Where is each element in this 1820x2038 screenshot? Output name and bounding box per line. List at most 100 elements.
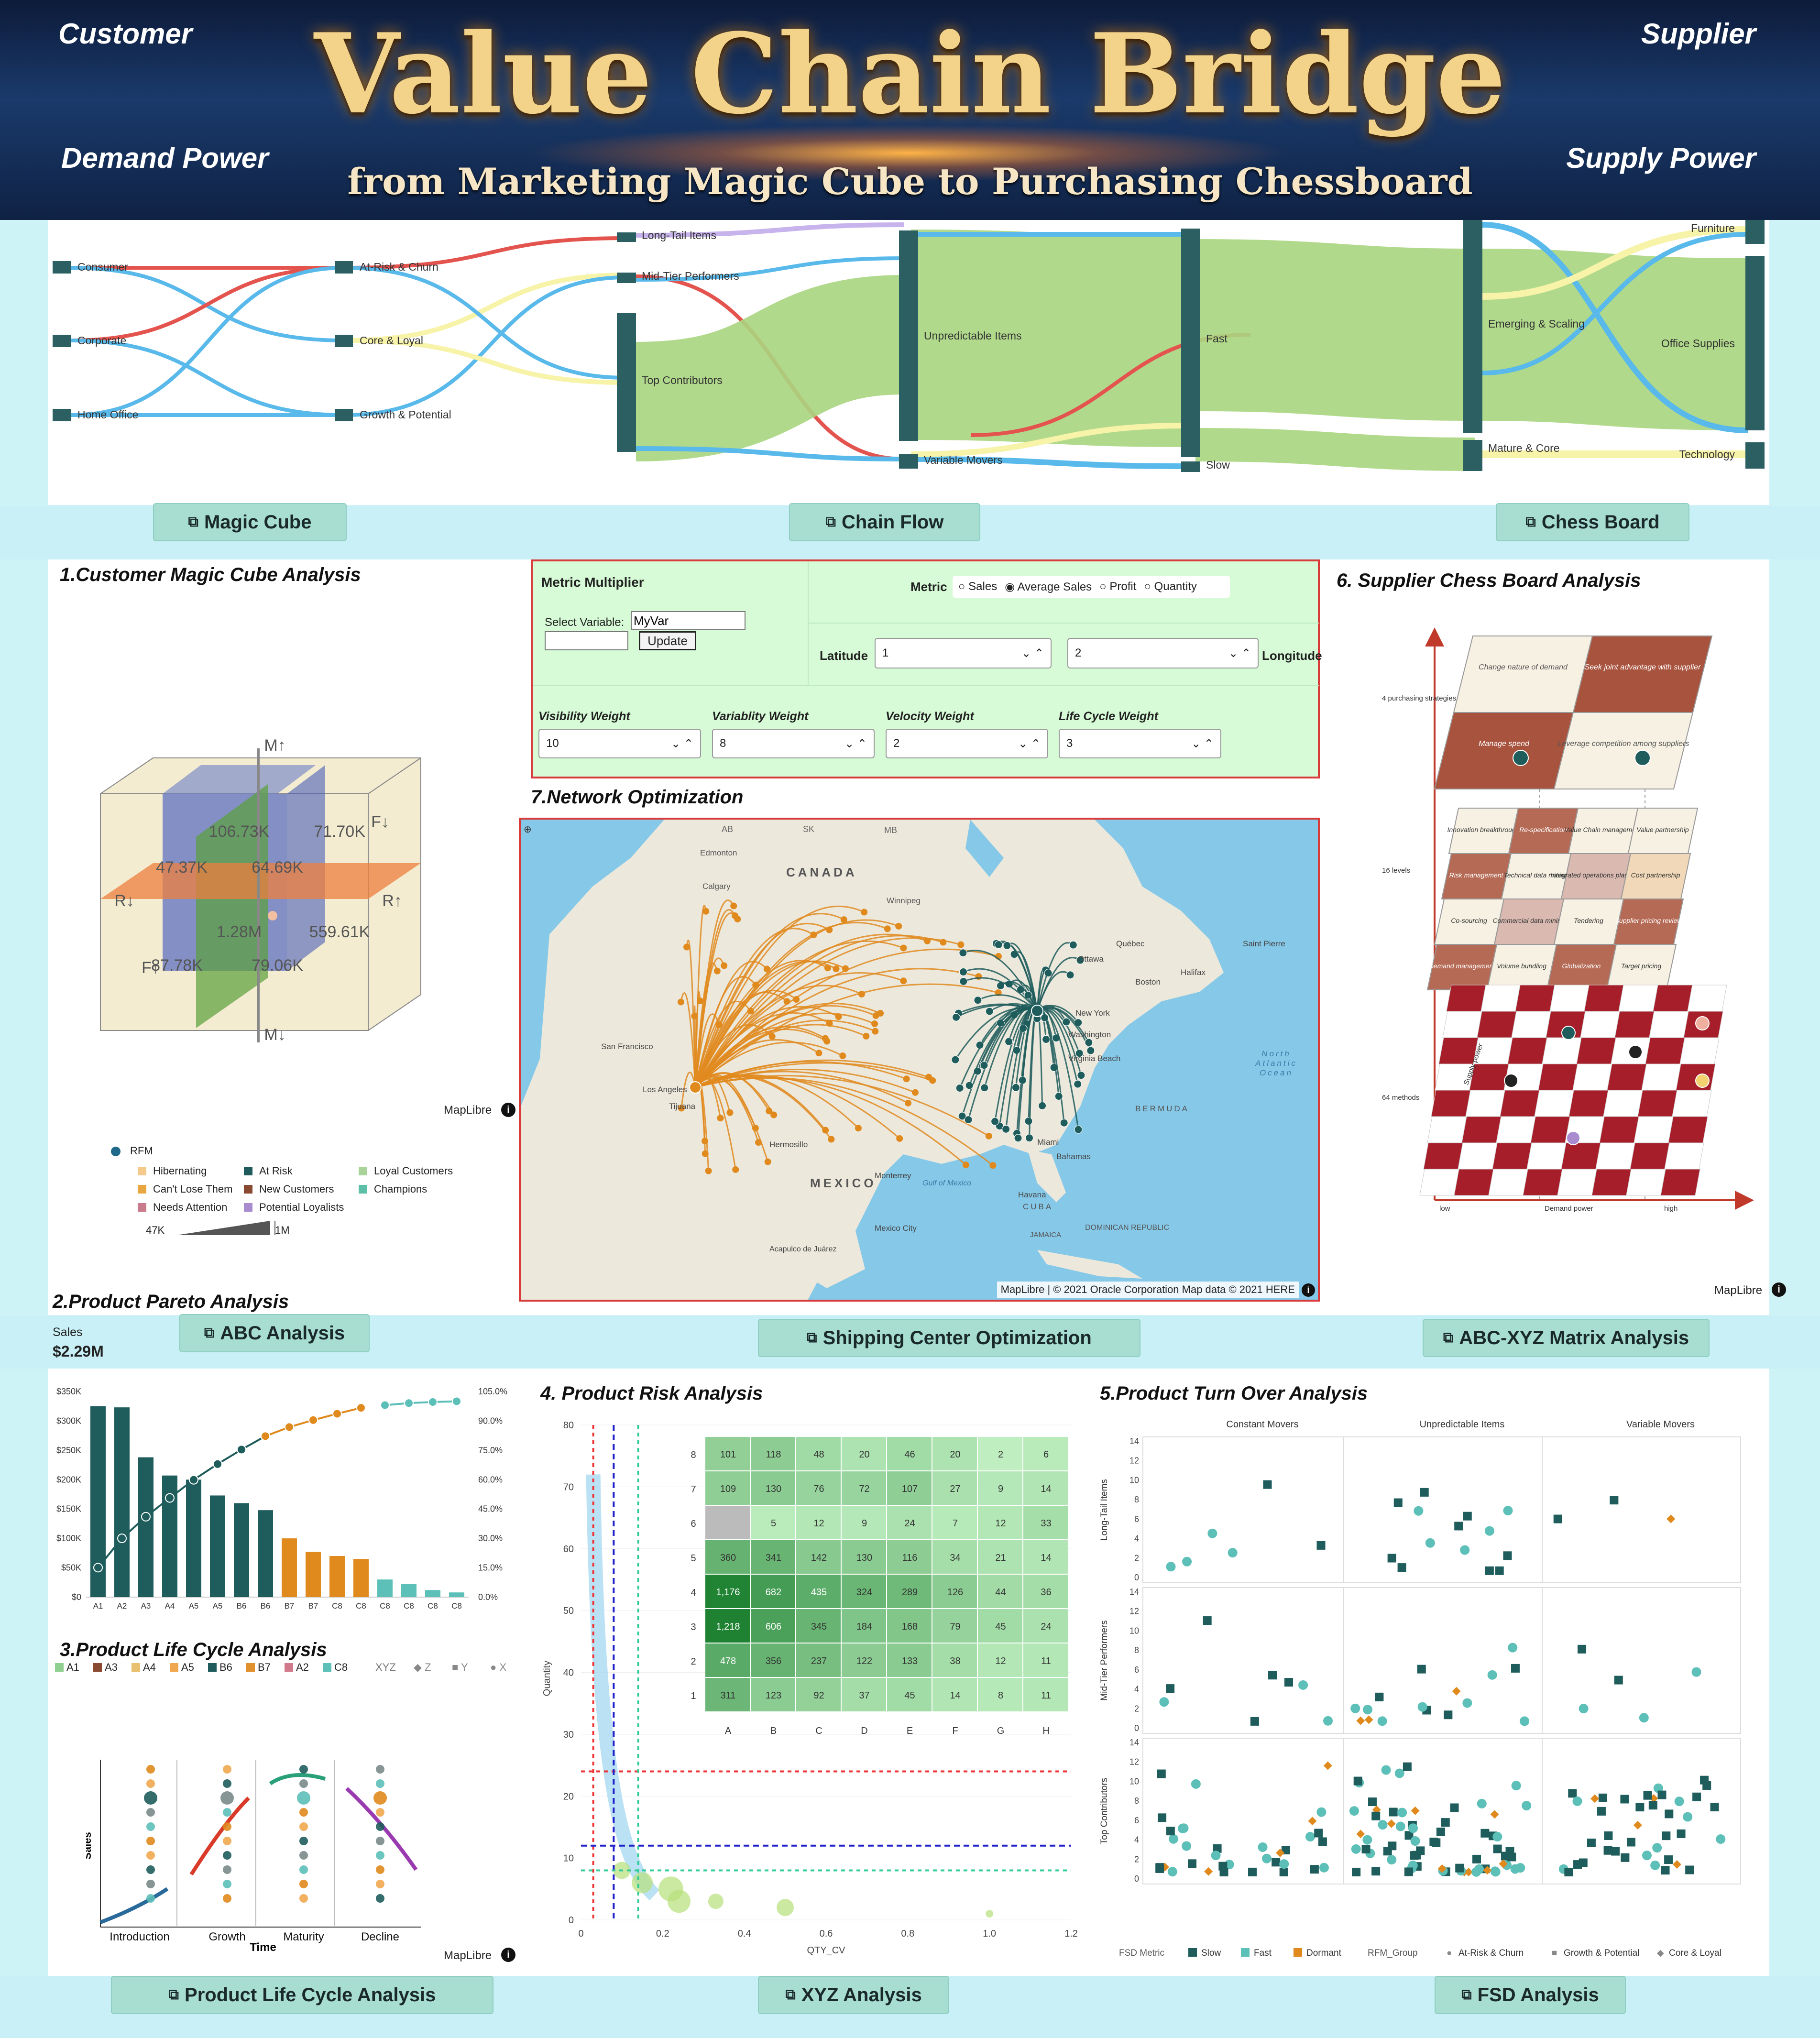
turnover-point-slow xyxy=(1648,1801,1657,1810)
risk-matrix-cell xyxy=(751,1437,795,1470)
xyz-analysis-button[interactable]: ⧉ XYZ Analysis xyxy=(758,1976,949,2014)
latitude-select[interactable]: 1 ⌄ ⌃ xyxy=(875,638,1052,668)
risk-matrix-value: 101 xyxy=(720,1449,736,1460)
plc-legend-swatch xyxy=(132,1663,140,1672)
radio-quantity[interactable]: ○ Quantity xyxy=(1144,580,1197,593)
risk-ytick: 50 xyxy=(563,1606,574,1616)
variable-empty-input[interactable] xyxy=(545,631,628,650)
pareto-ytick: $300K xyxy=(56,1416,81,1425)
risk-matrix-cell xyxy=(842,1471,886,1505)
map-label-boston: Boston xyxy=(1135,977,1161,986)
visibility-weight-select[interactable]: 10 ⌄ ⌃ xyxy=(538,729,701,758)
turnover-point-slow xyxy=(1604,1831,1613,1840)
turnover-point-slow xyxy=(1455,1863,1464,1873)
plc-point xyxy=(299,1765,308,1774)
info-icon-chess[interactable]: i xyxy=(1772,1282,1786,1297)
route-node-west xyxy=(705,1167,712,1174)
map-label-calgary: Calgary xyxy=(702,882,731,891)
turnover-point-slow xyxy=(1248,1867,1257,1876)
info-icon-plc[interactable]: i xyxy=(501,1948,515,1962)
risk-matrix-value: 237 xyxy=(811,1656,827,1666)
risk-matrix-cell xyxy=(842,1609,886,1643)
plc-point xyxy=(376,1865,384,1874)
turnover-point-fast xyxy=(1207,1528,1217,1538)
cube-value-7: 87.78K xyxy=(151,956,203,975)
plc-point xyxy=(146,1894,155,1903)
chess-method-cell xyxy=(1454,1169,1494,1196)
map-label-halifax: Halifax xyxy=(1181,968,1206,977)
radio-profit[interactable]: ○ Profit xyxy=(1099,580,1137,593)
route-line-west xyxy=(694,1077,769,1162)
pareto-bar xyxy=(353,1559,369,1597)
plc-point xyxy=(146,1808,155,1817)
plc-point xyxy=(146,1837,155,1845)
route-node-west xyxy=(840,916,847,923)
chess-board-button[interactable]: ⧉ Chess Board xyxy=(1496,503,1689,541)
turnover-point-fast xyxy=(1691,1667,1701,1677)
plc-analysis-button[interactable]: ⧉ Product Life Cycle Analysis xyxy=(111,1976,493,2014)
turnover-point-fast xyxy=(1683,1812,1693,1822)
plc-xyz-title: XYZ xyxy=(375,1661,396,1673)
pareto-bar xyxy=(401,1584,417,1597)
info-icon[interactable]: i xyxy=(501,1103,515,1117)
pareto-xtick: A1 xyxy=(93,1601,103,1611)
map-info-icon[interactable]: i xyxy=(1302,1283,1315,1297)
route-node-west xyxy=(732,1166,739,1173)
pareto-bar xyxy=(114,1407,130,1597)
pareto-cumulative-point xyxy=(332,1409,342,1419)
route-node-west xyxy=(903,1075,910,1083)
chess-axis-high: high xyxy=(1664,1205,1677,1213)
shipping-optimization-button[interactable]: ⧉ Shipping Center Optimization xyxy=(758,1319,1140,1357)
pareto-xtick: A3 xyxy=(141,1601,151,1611)
external-link-icon: ⧉ xyxy=(807,1330,817,1346)
plc-stage-label: Decline xyxy=(361,1930,399,1943)
turnover-ytick: 12 xyxy=(1129,1757,1139,1767)
route-node-west xyxy=(822,1127,829,1134)
risk-matrix-cell xyxy=(887,1506,932,1539)
plc-point xyxy=(376,1880,384,1888)
turnover-facet xyxy=(1142,1436,1344,1583)
abc-xyz-button[interactable]: ⧉ ABC-XYZ Matrix Analysis xyxy=(1423,1319,1710,1357)
abc-analysis-button[interactable]: ⧉ ABC Analysis xyxy=(179,1314,370,1352)
banner-title: Value Chain Bridge xyxy=(314,10,1506,139)
variable-input[interactable] xyxy=(631,611,746,630)
longitude-select[interactable]: 2 ⌄ ⌃ xyxy=(1067,638,1259,668)
pareto-y2tick: 60.0% xyxy=(478,1475,503,1484)
chess-method-cell xyxy=(1641,1063,1681,1091)
route-line-west xyxy=(694,961,837,1088)
turnover-facet xyxy=(1343,1587,1543,1734)
magic-cube-button[interactable]: ⧉ Magic Cube xyxy=(153,503,347,541)
route-line-west xyxy=(695,1074,859,1129)
plc-xyz-item: ■ Y xyxy=(452,1661,468,1673)
turnover-ytick: 2 xyxy=(1134,1704,1139,1713)
chess-method-cell xyxy=(1511,1011,1551,1038)
route-node-west xyxy=(962,1161,969,1169)
route-node-west xyxy=(985,1132,992,1140)
route-node-east xyxy=(980,1084,989,1092)
plc-point xyxy=(220,1791,234,1805)
map-label-dominican: DOMINICAN REPUBLIC xyxy=(1085,1224,1170,1232)
risk-matrix-cell xyxy=(842,1575,886,1608)
velocity-weight-select[interactable]: 2 ⌄ ⌃ xyxy=(886,729,1048,758)
chain-flow-button[interactable]: ⧉ Chain Flow xyxy=(789,503,980,541)
turnover-point-fast xyxy=(1350,1703,1360,1713)
map-zoom-control[interactable]: ⊕ xyxy=(524,824,532,835)
turnover-point-slow xyxy=(1597,1807,1606,1816)
turnover-point-slow xyxy=(1603,1846,1612,1855)
plc-legend-swatch xyxy=(323,1663,331,1672)
variability-weight-select[interactable]: 8 ⌄ ⌃ xyxy=(712,729,875,758)
risk-matrix-value: 435 xyxy=(811,1587,827,1598)
panel-title-plc: 3.Product Life Cycle Analysis xyxy=(60,1639,327,1660)
map-routes xyxy=(677,899,1095,1174)
route-line-west xyxy=(694,991,701,1088)
route-node-east xyxy=(1038,1101,1047,1110)
fsd-analysis-button[interactable]: ⧉ FSD Analysis xyxy=(1435,1976,1626,2014)
network-map[interactable]: CANADA MEXICO AB SK MB Edmonton Calgary … xyxy=(519,818,1320,1302)
size-scale xyxy=(177,1221,275,1235)
radio-average-sales[interactable]: ◉ Average Sales xyxy=(1005,580,1092,593)
turnover-point-fast xyxy=(1363,1705,1373,1715)
update-button[interactable]: Update xyxy=(639,631,696,650)
radio-sales[interactable]: ○ Sales xyxy=(958,580,998,593)
risk-row-label: 7 xyxy=(691,1484,696,1495)
lifecycle-weight-select[interactable]: 3 ⌄ ⌃ xyxy=(1059,729,1221,758)
